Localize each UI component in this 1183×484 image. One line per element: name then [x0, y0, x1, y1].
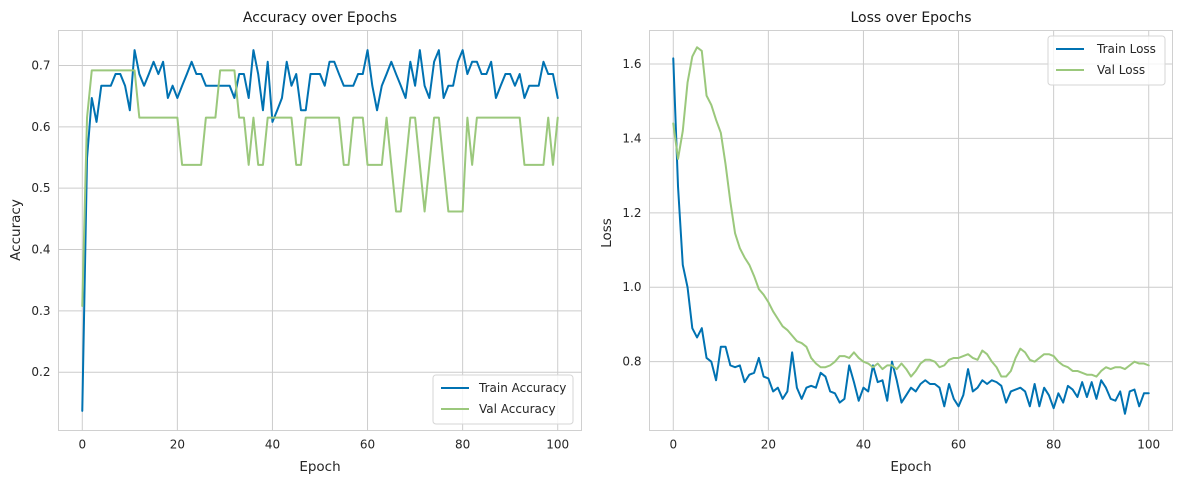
accuracy-plot-area: [58, 30, 582, 431]
accuracy-x-tick-label: 80: [455, 438, 470, 452]
loss-y-tick-label: 1.6: [622, 57, 641, 71]
loss-x-tick-label: 60: [951, 438, 966, 452]
accuracy-x-tick-label: 20: [170, 438, 185, 452]
legend-label-val-accuracy: Val Accuracy: [479, 402, 556, 416]
series-line-train-loss: [672, 57, 1150, 415]
loss-legend: Train Loss Val Loss: [1047, 35, 1166, 86]
loss-y-tick-label: 1.0: [622, 280, 641, 294]
loss-y-tick-label: 1.2: [622, 206, 641, 220]
accuracy-y-tick-label: 0.3: [31, 304, 50, 318]
loss-chart: 0 20 40 60 80 100 0.8 1.0 1.2 1.4 1.6 Loss over Ep…: [599, 10, 1173, 475]
series-line-train-accuracy: [81, 49, 559, 412]
accuracy-y-tick-label: 0.7: [31, 58, 50, 72]
accuracy-series: [81, 49, 559, 412]
accuracy-x-tick-label: 100: [546, 438, 569, 452]
loss-series: [672, 46, 1150, 415]
accuracy-x-axis-label: Epoch: [299, 459, 340, 475]
accuracy-x-tick-label: 40: [265, 438, 280, 452]
accuracy-x-tick-label: 0: [78, 438, 86, 452]
loss-ticks: 0 20 40 60 80 100 0.8 1.0 1.2 1.4 1.6: [622, 57, 1160, 452]
legend-label-train-accuracy: Train Accuracy: [478, 381, 566, 395]
series-line-val-loss: [672, 46, 1150, 378]
loss-y-tick-label: 1.4: [622, 131, 641, 145]
accuracy-x-tick-label: 60: [360, 438, 375, 452]
accuracy-ticks: 0 20 40 60 80 100 0.2 0.3 0.4 0.5 0.6 0.7: [31, 58, 569, 451]
accuracy-chart-title: Accuracy over Epochs: [243, 10, 397, 26]
loss-x-tick-label: 0: [669, 438, 677, 452]
loss-plot-area: [649, 30, 1173, 431]
loss-x-axis-label: Epoch: [890, 459, 931, 475]
series-line-val-accuracy: [81, 69, 559, 307]
accuracy-y-tick-label: 0.2: [31, 365, 50, 379]
loss-x-tick-label: 40: [856, 438, 871, 452]
accuracy-chart: 0 20 40 60 80 100 0.2 0.3 0.4 0.5 0.6 0.7 Accuracy …: [8, 10, 582, 475]
loss-x-tick-label: 100: [1137, 438, 1160, 452]
legend-label-val-loss: Val Loss: [1097, 63, 1145, 77]
legend-label-train-loss: Train Loss: [1096, 42, 1156, 56]
loss-chart-title: Loss over Epochs: [851, 10, 972, 26]
loss-grid: [649, 30, 1173, 431]
accuracy-y-axis-label: Accuracy: [8, 199, 24, 261]
loss-y-axis-label: Loss: [599, 218, 615, 248]
accuracy-y-tick-label: 0.4: [31, 243, 50, 257]
loss-y-tick-label: 0.8: [622, 355, 641, 369]
accuracy-y-tick-label: 0.6: [31, 120, 50, 134]
accuracy-legend: Train Accuracy Val Accuracy: [432, 374, 574, 425]
loss-x-tick-label: 80: [1046, 438, 1061, 452]
accuracy-y-tick-label: 0.5: [31, 181, 50, 195]
loss-x-tick-label: 20: [761, 438, 776, 452]
